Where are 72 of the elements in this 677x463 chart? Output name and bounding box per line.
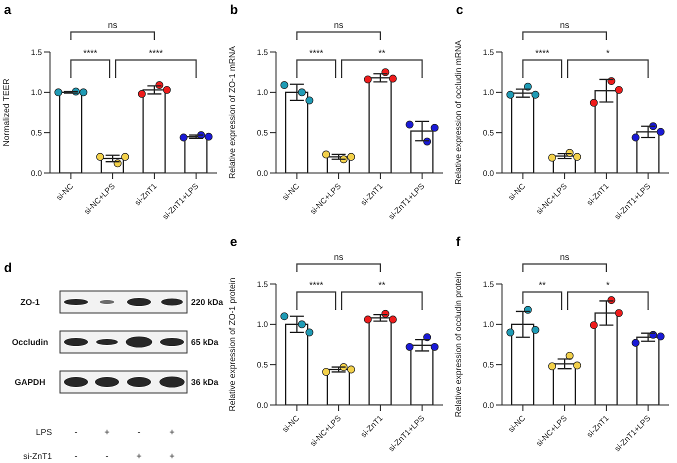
y-tick-label: 1.5 — [30, 48, 43, 57]
y-tick-label: 0.0 — [482, 168, 495, 178]
text: Occludin — [12, 336, 48, 346]
y-axis-title: Relative expression of ZO-1 mRNA — [227, 46, 238, 179]
chart-title: a — [4, 2, 12, 17]
y-tick-label: 0.5 — [482, 360, 495, 370]
y-tick-label: 1.0 — [256, 88, 269, 98]
text: - — [74, 426, 78, 436]
y-tick-label: 1.5 — [482, 48, 495, 57]
y-axis-title: Relative expression of ZO-1 protein — [227, 276, 238, 411]
y-tick-label: 0.0 — [482, 400, 495, 410]
annotation: **** — [535, 48, 550, 58]
y-tick-label: 0.0 — [256, 168, 269, 178]
significance-bracket: ** — [522, 280, 562, 310]
significance-bracket: **** — [522, 48, 562, 78]
text: d — [4, 260, 12, 274]
annotation: **** — [83, 48, 98, 58]
y-tick-label: 0.0 — [30, 168, 43, 178]
y-axis-title: Relative expression of occludin protein — [453, 270, 464, 417]
text: 65 kDa — [191, 336, 219, 346]
significance-bracket: ns — [522, 20, 607, 40]
y-axis-title: Normalized TEER — [1, 78, 12, 146]
text: si-ZnT1 — [23, 450, 52, 460]
significance-bracket: * — [567, 280, 649, 310]
significance-bracket: **** — [70, 48, 110, 78]
significance-bracket: * — [567, 48, 649, 78]
significance-bracket: ns — [70, 20, 155, 40]
significance-bracket: ** — [341, 280, 423, 310]
y-tick-label: 1.5 — [256, 48, 269, 57]
annotation: **** — [148, 48, 164, 58]
y-tick-label: 1.0 — [256, 320, 269, 329]
significance-bracket: **** — [296, 48, 336, 78]
annotation: * — [606, 280, 610, 290]
text: ZO-1 — [20, 296, 40, 306]
text: - — [138, 426, 140, 436]
chart-title: f — [456, 234, 460, 248]
y-tick-label: 1.0 — [30, 88, 43, 98]
chart-title: b — [230, 2, 238, 17]
chart-title: e — [230, 234, 238, 248]
text: 36 kDa — [191, 376, 219, 386]
text: + — [169, 450, 175, 460]
significance-bracket: ** — [341, 48, 423, 78]
text: 220 kDa — [191, 296, 224, 306]
annotation: ** — [378, 48, 386, 58]
y-tick-label: 0.5 — [482, 128, 495, 138]
text: - — [74, 450, 78, 460]
significance-bracket: **** — [296, 280, 336, 310]
y-tick-label: 1.0 — [482, 88, 495, 98]
text: + — [169, 426, 175, 436]
text: LPS — [36, 426, 52, 436]
significance-bracket: ns — [296, 252, 381, 272]
text: + — [104, 426, 110, 436]
y-axis-title: Relative expression of occludin mRNA — [453, 40, 464, 185]
text: GAPDH — [14, 376, 46, 386]
y-tick-label: 0.5 — [256, 128, 269, 138]
y-tick-label: 1.5 — [482, 279, 495, 288]
significance-bracket: **** — [115, 48, 197, 78]
significance-bracket: ns — [296, 20, 381, 40]
y-tick-label: 0.0 — [256, 400, 269, 410]
annotation: **** — [309, 280, 324, 290]
chart-title: c — [456, 2, 464, 17]
significance-bracket: ns — [522, 252, 607, 272]
annotation: ** — [378, 280, 386, 290]
annotation: **** — [309, 48, 324, 58]
text: - — [106, 450, 108, 460]
y-tick-label: 0.5 — [30, 128, 43, 138]
annotation: ** — [538, 280, 546, 290]
annotation: * — [606, 48, 610, 58]
y-tick-label: 0.5 — [256, 360, 269, 370]
text: + — [136, 450, 142, 460]
y-tick-label: 1.0 — [482, 320, 495, 329]
y-tick-label: 1.5 — [256, 279, 269, 288]
